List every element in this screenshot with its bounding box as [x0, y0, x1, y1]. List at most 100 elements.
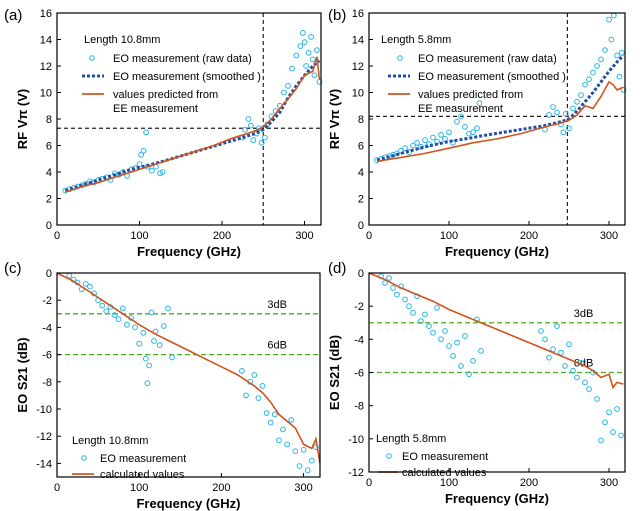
- data-point: [111, 312, 118, 319]
- data-point: [598, 437, 604, 444]
- data-point: [454, 118, 460, 125]
- data-point: [308, 457, 315, 464]
- data-point: [156, 342, 163, 349]
- data-point: [267, 419, 274, 426]
- data-point: [289, 65, 296, 72]
- x-tick-label: 0: [366, 477, 372, 489]
- y-tick-label: -8: [42, 377, 52, 389]
- data-point: [119, 305, 126, 312]
- data-point: [169, 354, 176, 361]
- panel-b-legend: EO measurement (raw data) EO measurement…: [388, 53, 566, 115]
- x-tick-label: 300: [295, 230, 313, 242]
- x-tick-label: 200: [212, 482, 230, 494]
- data-point: [309, 56, 316, 63]
- y-axis-label: EO S21 (dB): [327, 335, 342, 410]
- data-point: [426, 323, 432, 330]
- y-tick-label: 8: [46, 114, 52, 126]
- legend-eo-label: EO measurement: [402, 451, 488, 463]
- data-point: [586, 386, 592, 393]
- legend-calc-label: calculated values: [100, 469, 185, 481]
- y-tick-label: 0: [46, 268, 52, 280]
- data-point: [239, 368, 245, 374]
- data-point: [248, 122, 254, 129]
- y-tick-label: -12: [348, 467, 364, 479]
- data-point: [300, 446, 307, 453]
- data-point: [458, 363, 464, 369]
- data-point: [558, 349, 564, 356]
- panel-d-length: Length 5.8mm: [376, 433, 446, 445]
- calculated-series-line: [376, 80, 624, 163]
- data-point: [313, 444, 319, 451]
- data-point: [142, 355, 149, 362]
- x-axis-label: Frequency (GHz): [445, 244, 549, 259]
- data-point: [242, 126, 249, 133]
- data-point: [288, 417, 295, 423]
- data-point: [258, 139, 265, 146]
- data-point: [614, 52, 620, 59]
- panel-d-legend: EO measurement calculated values: [378, 451, 488, 479]
- data-point: [285, 83, 291, 89]
- data-point: [562, 363, 568, 369]
- data-point: [301, 39, 308, 45]
- data-point: [303, 63, 310, 69]
- data-point: [410, 142, 416, 149]
- y-tick-label: 4: [46, 167, 52, 179]
- legend-raw-marker: [89, 55, 95, 61]
- data-point: [402, 145, 408, 152]
- y-tick-label: 12: [40, 61, 52, 73]
- data-point: [446, 343, 452, 349]
- x-axis-label: Frequency (GHz): [137, 244, 241, 259]
- data-point: [251, 372, 258, 378]
- legend-calc-label-2: EE measurement: [418, 103, 503, 115]
- panel-b: (b) Length 5.8mm EO measurement (raw dat…: [327, 7, 627, 259]
- x-tick-label: 200: [213, 230, 231, 242]
- data-point: [144, 380, 151, 387]
- x-tick-label: 100: [130, 230, 148, 242]
- x-tick-label: 200: [520, 230, 538, 242]
- data-point: [314, 47, 320, 53]
- data-point: [574, 98, 580, 105]
- y-tick-label: -12: [36, 431, 52, 443]
- data-point: [159, 169, 166, 175]
- data-point: [602, 47, 608, 53]
- data-point: [590, 69, 596, 76]
- x-tick-label: 0: [54, 230, 60, 242]
- data-point: [300, 30, 306, 36]
- y-tick-label: -6: [42, 350, 52, 362]
- x-tick-label: 200: [520, 477, 538, 489]
- data-point: [618, 49, 625, 56]
- data-point: [566, 125, 572, 132]
- y-tick-label: -4: [354, 334, 364, 346]
- y-tick-label: 14: [40, 35, 52, 47]
- db-line-label: 3dB: [267, 299, 287, 311]
- panel-b-label: (b): [328, 7, 346, 24]
- data-point: [430, 134, 436, 141]
- data-point: [550, 346, 556, 353]
- data-point: [610, 429, 616, 436]
- db-line-label: 3dB: [574, 308, 594, 320]
- data-point: [594, 396, 600, 402]
- data-point: [82, 281, 89, 287]
- panel-a-legend: EO measurement (raw data) EO measurement…: [82, 53, 261, 115]
- data-point: [618, 432, 624, 439]
- panel-b-length: Length 5.8mm: [381, 34, 451, 46]
- data-point: [546, 112, 552, 118]
- y-tick-label: 16: [40, 8, 52, 20]
- y-tick-label: 10: [40, 88, 52, 100]
- data-point: [462, 124, 468, 130]
- data-point: [582, 379, 588, 386]
- data-point: [66, 272, 73, 279]
- y-tick-label: -10: [36, 404, 52, 416]
- y-tick-label: 6: [358, 141, 364, 153]
- data-point: [570, 367, 576, 374]
- data-point: [140, 329, 147, 336]
- y-tick-label: 4: [358, 167, 364, 179]
- legend-calc-label-1: values predicted from: [418, 89, 523, 101]
- data-point: [292, 448, 299, 455]
- y-tick-label: 2: [46, 194, 52, 206]
- calculated-series-line: [56, 272, 321, 464]
- data-point: [250, 137, 257, 144]
- data-point: [550, 104, 556, 110]
- data-point: [560, 129, 567, 136]
- data-point: [140, 147, 147, 154]
